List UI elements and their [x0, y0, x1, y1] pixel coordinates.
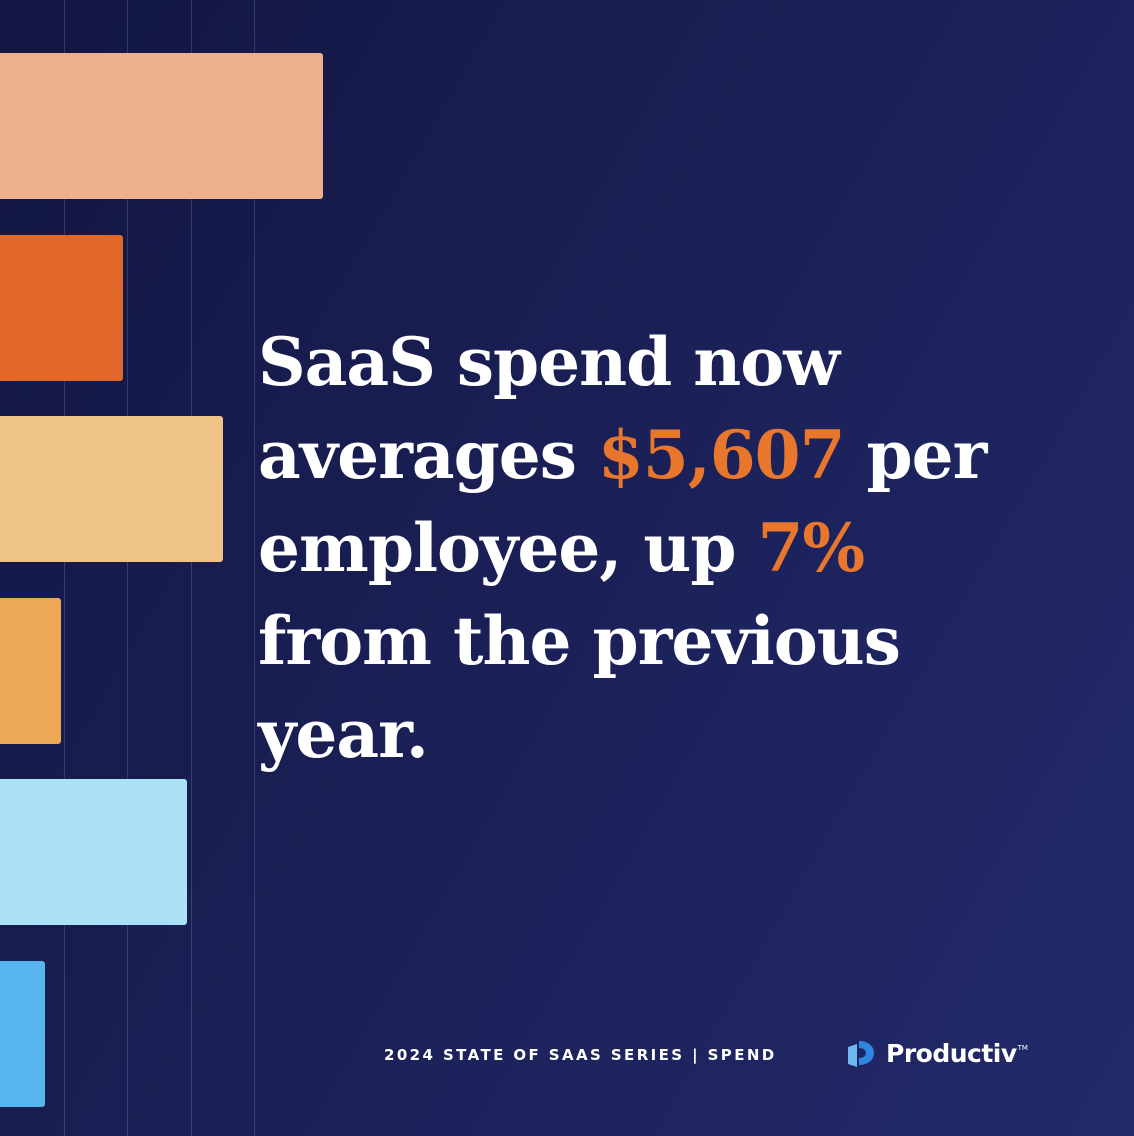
decorative-bar [0, 960, 45, 1107]
headline: SaaS spend now averages $5,607 per emplo… [258, 316, 1078, 781]
gridline [191, 0, 192, 1136]
trademark-symbol: TM [1017, 1044, 1028, 1052]
gridline [254, 0, 255, 1136]
decorative-bar [0, 416, 223, 562]
headline-line-4: from the previous [258, 602, 901, 680]
headline-line-2-pre: averages [258, 416, 598, 494]
gridline [127, 0, 128, 1136]
productiv-logo-icon [848, 1041, 874, 1067]
series-label: 2024 STATE OF SAAS SERIES | SPEND [384, 1046, 777, 1064]
brand-name: Productiv [886, 1038, 1017, 1068]
headline-line-5: year. [258, 695, 429, 773]
decorative-bar [0, 234, 123, 381]
headline-line-3-pre: employee, up [258, 509, 758, 587]
gridline [64, 0, 65, 1136]
decorative-bar [0, 779, 187, 925]
growth-percent-highlight: 7% [757, 509, 865, 587]
spend-amount-highlight: $5,607 [597, 416, 846, 494]
headline-line-2-post: per [844, 416, 987, 494]
brand-logo: Productiv TM [846, 1036, 1028, 1070]
decorative-bar [0, 53, 323, 199]
decorative-bar [0, 597, 61, 744]
headline-line-1: SaaS spend now [258, 323, 840, 401]
